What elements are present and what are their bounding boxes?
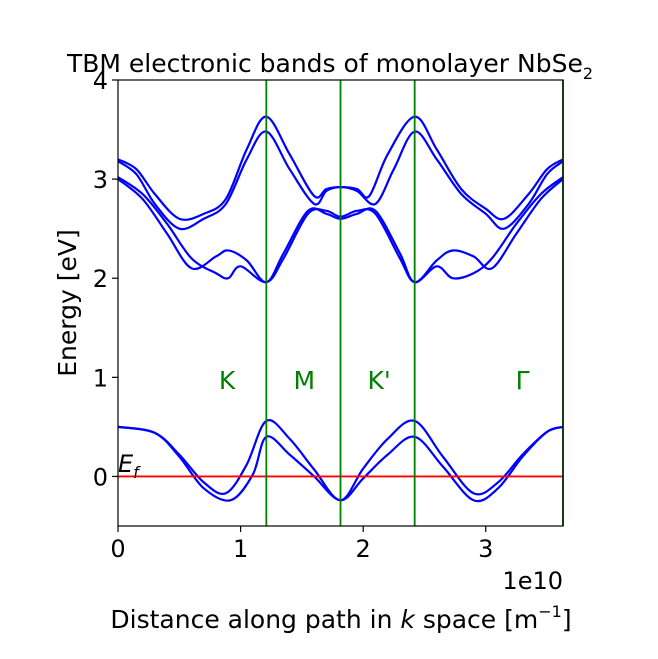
- y-tick-label: 4: [93, 67, 108, 95]
- chart-title: TBM electronic bands of monolayer NbSe2: [66, 49, 593, 83]
- x-tick-label: 0: [110, 535, 125, 563]
- y-tick-label: 0: [93, 463, 108, 491]
- x-tick-label: 1: [233, 535, 248, 563]
- x-offset-label: 1e10: [502, 567, 563, 595]
- x-axis: 0 1 2 3: [110, 526, 493, 563]
- symmetry-point-label-2: M: [294, 366, 316, 395]
- y-tick-label: 1: [93, 364, 108, 392]
- x-tick-label: 3: [478, 535, 493, 563]
- axes-frame: [117, 79, 564, 527]
- symmetry-point-label-1: K: [219, 366, 236, 395]
- x-axis-label: Distance along path in k space [m−1]: [110, 602, 571, 634]
- y-tick-label: 3: [93, 166, 108, 194]
- y-tick-label: 2: [93, 265, 108, 293]
- x-tick-label: 2: [356, 535, 371, 563]
- symmetry-point-label-4: Γ: [516, 366, 530, 395]
- symmetry-point-label-3: K': [367, 366, 390, 395]
- y-axis: 0 1 2 3 4: [93, 67, 118, 491]
- fermi-level-label: Ef: [118, 450, 141, 482]
- plot-area: K M K' Γ: [117, 80, 564, 526]
- y-axis-label: Energy [eV]: [53, 229, 82, 376]
